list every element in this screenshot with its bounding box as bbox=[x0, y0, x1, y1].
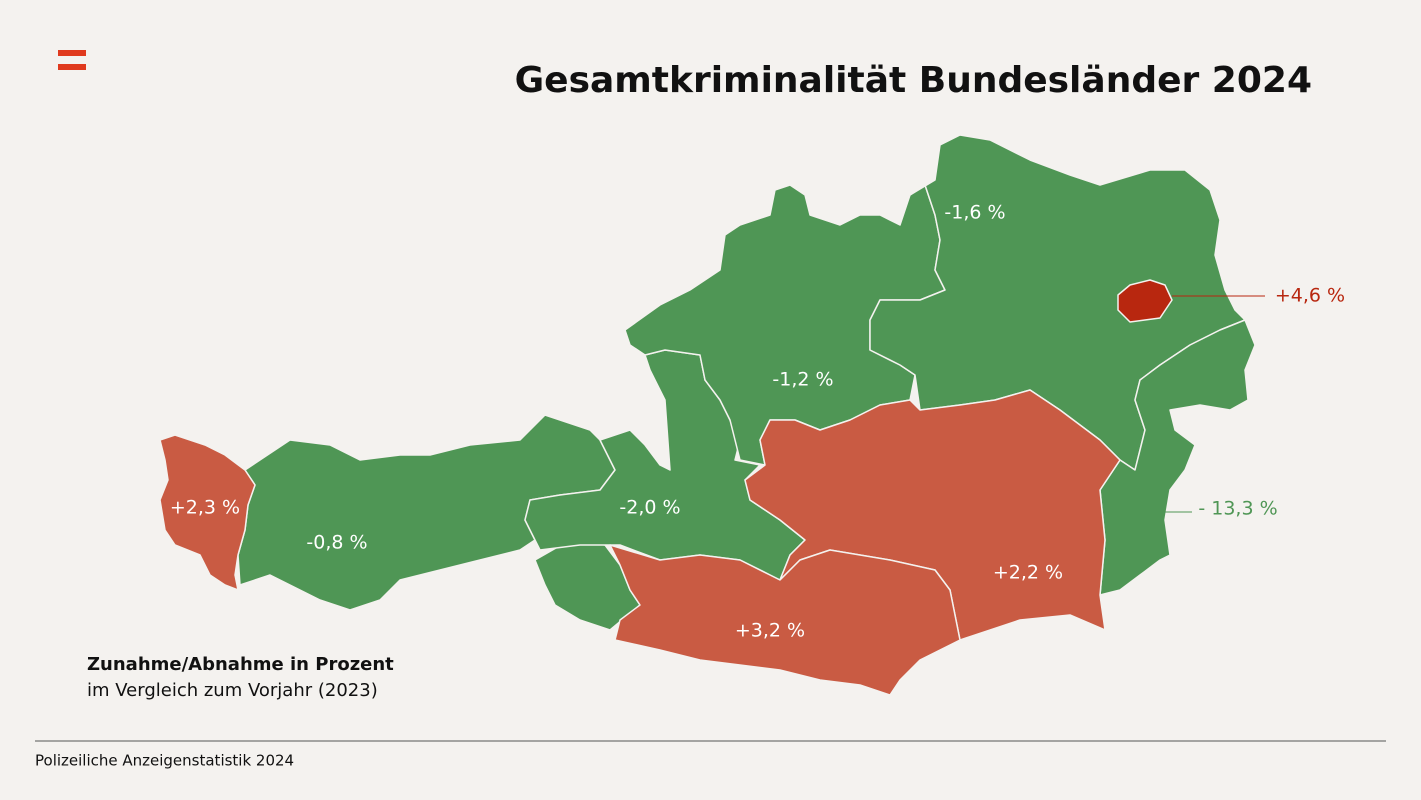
title: Gesamtkriminalität Bundesländer 2024 bbox=[515, 60, 1312, 101]
region-carinthia bbox=[609, 544, 961, 696]
legend-title: Zunahme/Abnahme in Prozent bbox=[87, 654, 394, 675]
region-label: -1,6 % bbox=[944, 202, 1005, 224]
region-label: - 13,3 % bbox=[1198, 498, 1277, 520]
region-vienna bbox=[1117, 279, 1173, 323]
region-styria bbox=[744, 389, 1121, 641]
region-label: +2,3 % bbox=[170, 497, 240, 519]
region-label: -2,0 % bbox=[619, 497, 680, 519]
source: Polizeiliche Anzeigenstatistik 2024 bbox=[35, 752, 294, 770]
logo bbox=[58, 50, 86, 70]
region-label: +3,2 % bbox=[735, 620, 805, 642]
region-vorarlberg bbox=[159, 434, 256, 591]
region-label: -0,8 % bbox=[306, 532, 367, 554]
region-label: -1,2 % bbox=[772, 369, 833, 391]
region-burgenland bbox=[1099, 319, 1256, 596]
legend-subtitle: im Vergleich zum Vorjahr (2023) bbox=[87, 680, 378, 701]
map bbox=[159, 134, 1265, 696]
region-label: +4,6 % bbox=[1275, 285, 1345, 307]
region-label: +2,2 % bbox=[993, 562, 1063, 584]
